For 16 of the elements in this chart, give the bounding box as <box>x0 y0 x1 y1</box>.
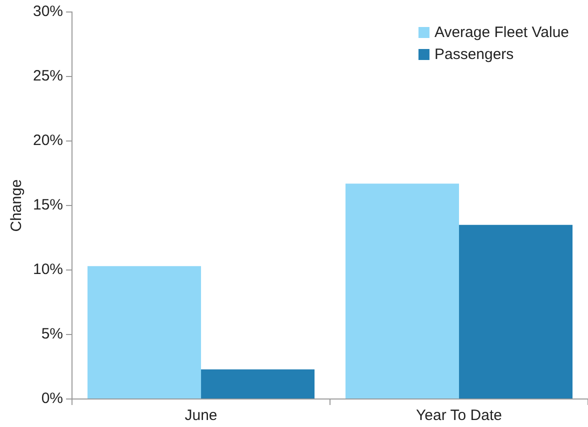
bar <box>88 266 202 398</box>
bar <box>345 184 460 398</box>
y-tick-label: 5% <box>41 326 64 343</box>
y-tick-label: 30% <box>32 3 64 20</box>
y-tick-label: 15% <box>32 196 64 214</box>
y-tick-label: 0% <box>41 390 64 408</box>
bar <box>201 369 315 398</box>
y-tick-label: 10% <box>32 261 64 278</box>
x-tick-label: Year To Date <box>416 407 502 424</box>
y-axis-title: Change <box>8 179 26 232</box>
bar <box>459 224 573 398</box>
x-tick-label: June <box>184 407 218 424</box>
y-tick-label: 25% <box>32 68 64 85</box>
y-tick-label: 20% <box>32 132 64 150</box>
legend-label: Average Fleet Value <box>434 24 569 42</box>
legend-label: Passengers <box>434 46 514 64</box>
